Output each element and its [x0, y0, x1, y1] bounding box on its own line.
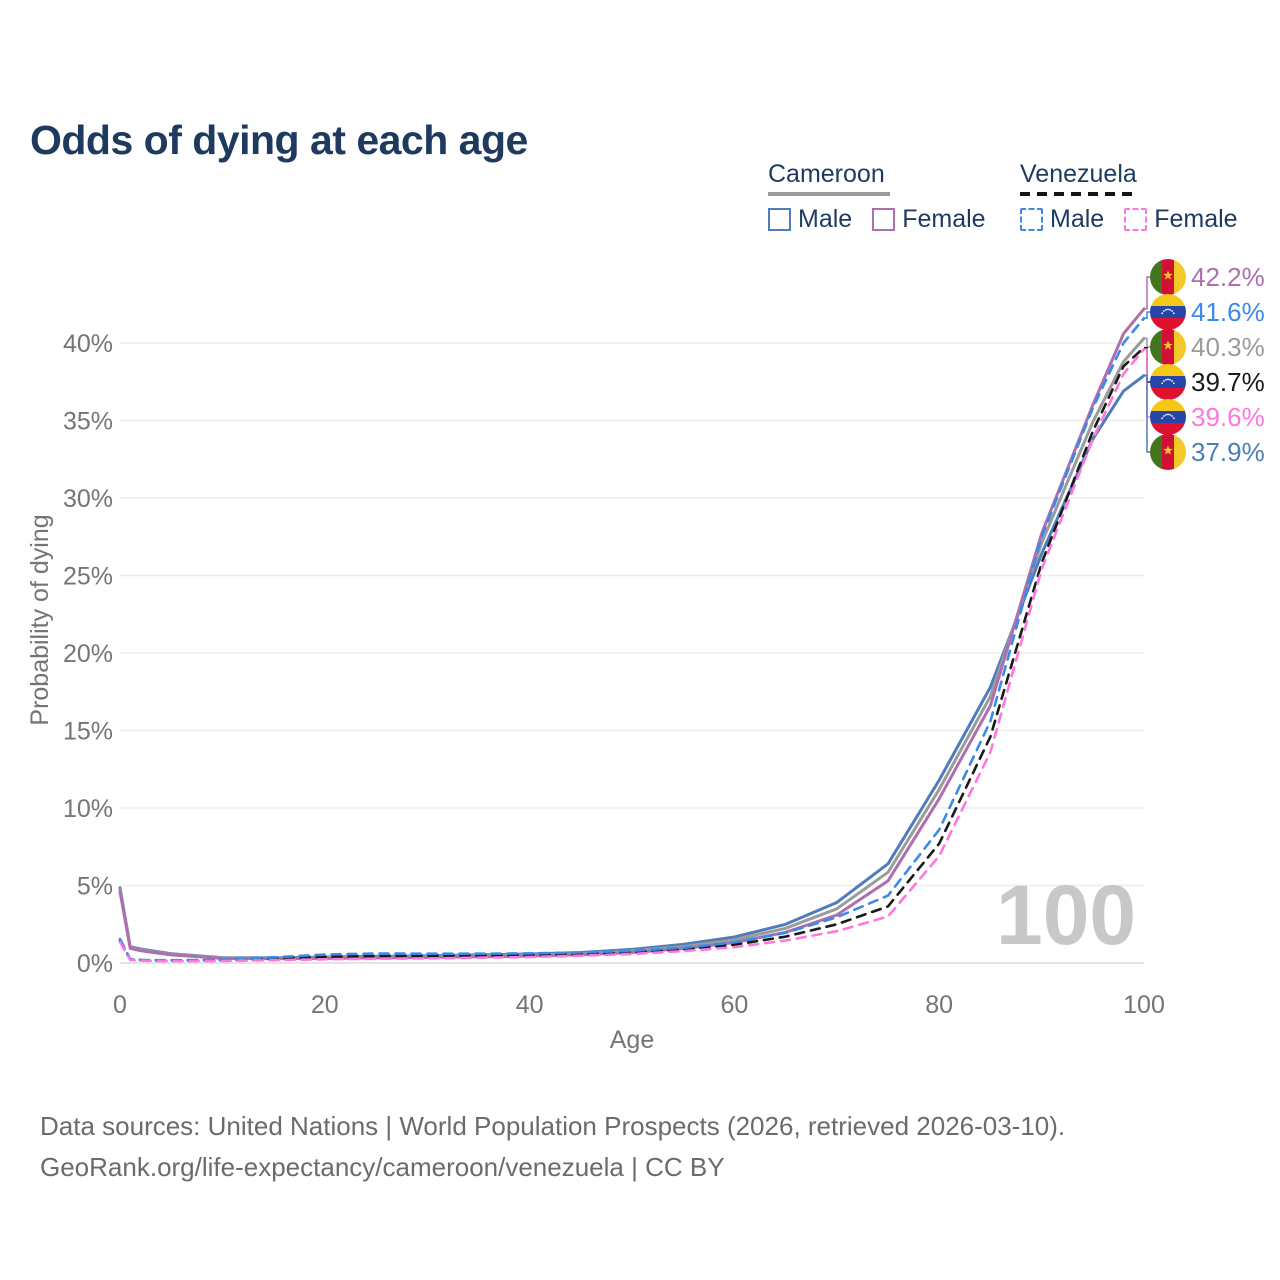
end-label-cameroon-both: 40.3% — [1150, 329, 1265, 365]
page-title: Odds of dying at each age — [30, 117, 528, 164]
end-value: 39.6% — [1191, 401, 1265, 432]
cameroon-flag-icon — [1150, 329, 1186, 365]
svg-text:35%: 35% — [63, 408, 113, 436]
venezuela-female-swatch-icon — [1124, 208, 1148, 231]
venezuela-flag-icon — [1150, 294, 1186, 330]
legend-item-cameroon-female[interactable]: Female — [872, 205, 986, 234]
legend-item-venezuela-female[interactable]: Female — [1124, 205, 1238, 234]
end-value: 40.3% — [1191, 331, 1265, 362]
series-line[interactable] — [118, 307, 1146, 961]
legend-items-venezuela: Male Female — [1020, 205, 1258, 234]
svg-text:40: 40 — [516, 991, 544, 1019]
end-value: 37.9% — [1191, 436, 1265, 467]
svg-text:20: 20 — [311, 991, 339, 1019]
end-label-venezuela-both: 39.7% — [1150, 364, 1265, 400]
series-line[interactable] — [118, 336, 1146, 960]
legend-items-cameroon: Male Female — [768, 205, 1006, 234]
series-line[interactable] — [118, 316, 1146, 962]
cameroon-female-swatch-icon — [872, 208, 896, 231]
venezuela-flag-icon — [1150, 399, 1186, 435]
series-line[interactable] — [118, 374, 1146, 960]
legend-group-cameroon: Cameroon Male Female — [768, 160, 1006, 234]
svg-text:30%: 30% — [63, 485, 113, 513]
end-label-cameroon-male: 37.9% — [1150, 434, 1265, 470]
legend-underline-cameroon-solid — [768, 192, 890, 196]
axis-tick-labels: 0% 5% 10% 15% 20% 25% 30% 35% 40% 0 20 40 60 80 100 — [63, 330, 1165, 1019]
legend-label: Male — [798, 205, 853, 233]
cameroon-flag-icon — [1150, 259, 1186, 295]
footer-attribution: GeoRank.org/life-expectancy/cameroon/ven… — [40, 1152, 725, 1182]
svg-text:20%: 20% — [63, 640, 113, 668]
svg-text:60: 60 — [720, 991, 748, 1019]
legend-group-venezuela: Venezuela Male Female — [1020, 160, 1258, 234]
end-value: 41.6% — [1191, 296, 1265, 327]
end-value: 39.7% — [1191, 366, 1265, 397]
end-label-venezuela-female: 39.6% — [1150, 399, 1265, 435]
svg-text:40%: 40% — [63, 330, 113, 358]
svg-text:25%: 25% — [63, 563, 113, 591]
legend-item-cameroon-male[interactable]: Male — [768, 205, 852, 234]
svg-text:0: 0 — [113, 991, 127, 1019]
series-line[interactable] — [118, 347, 1146, 963]
line-chart[interactable]: 100 0% 5% 10% 15% 20% 25% 30% 35% 40% 0 20 40 60 80 10… — [0, 0, 1280, 1080]
svg-text:0%: 0% — [77, 950, 113, 978]
legend-underline-venezuela-dashed — [1020, 192, 1138, 196]
cameroon-male-swatch-icon — [768, 208, 791, 231]
venezuela-male-swatch-icon — [1020, 208, 1043, 231]
x-axis-title: Age — [610, 1026, 654, 1054]
end-value: 42.2% — [1191, 261, 1265, 292]
age-watermark: 100 — [996, 868, 1136, 962]
legend-country-cameroon: Cameroon — [768, 160, 885, 188]
venezuela-flag-icon — [1150, 364, 1186, 400]
legend-label: Male — [1050, 205, 1105, 233]
end-label-cameroon-female: 42.2% — [1150, 259, 1265, 295]
chart-series-lines — [118, 307, 1146, 963]
svg-text:100: 100 — [1123, 991, 1165, 1019]
y-axis-title: Probability of dying — [26, 514, 54, 725]
svg-text:100: 100 — [996, 868, 1136, 962]
svg-text:5%: 5% — [77, 873, 113, 901]
footer: Data sources: United Nations | World Pop… — [40, 1106, 1065, 1188]
series-line[interactable] — [118, 346, 1146, 962]
legend-item-venezuela-male[interactable]: Male — [1020, 205, 1104, 234]
svg-text:15%: 15% — [63, 718, 113, 746]
svg-text:10%: 10% — [63, 795, 113, 823]
footer-data-sources: Data sources: United Nations | World Pop… — [40, 1111, 1066, 1141]
cameroon-flag-icon — [1150, 434, 1186, 470]
legend-label: Female — [1154, 205, 1238, 233]
legend-country-venezuela: Venezuela — [1020, 160, 1137, 188]
legend-label: Female — [902, 205, 986, 233]
end-label-venezuela-male: 41.6% — [1150, 294, 1265, 330]
gridlines — [120, 342, 1144, 964]
leader-lines — [1144, 276, 1152, 453]
svg-text:80: 80 — [925, 991, 953, 1019]
